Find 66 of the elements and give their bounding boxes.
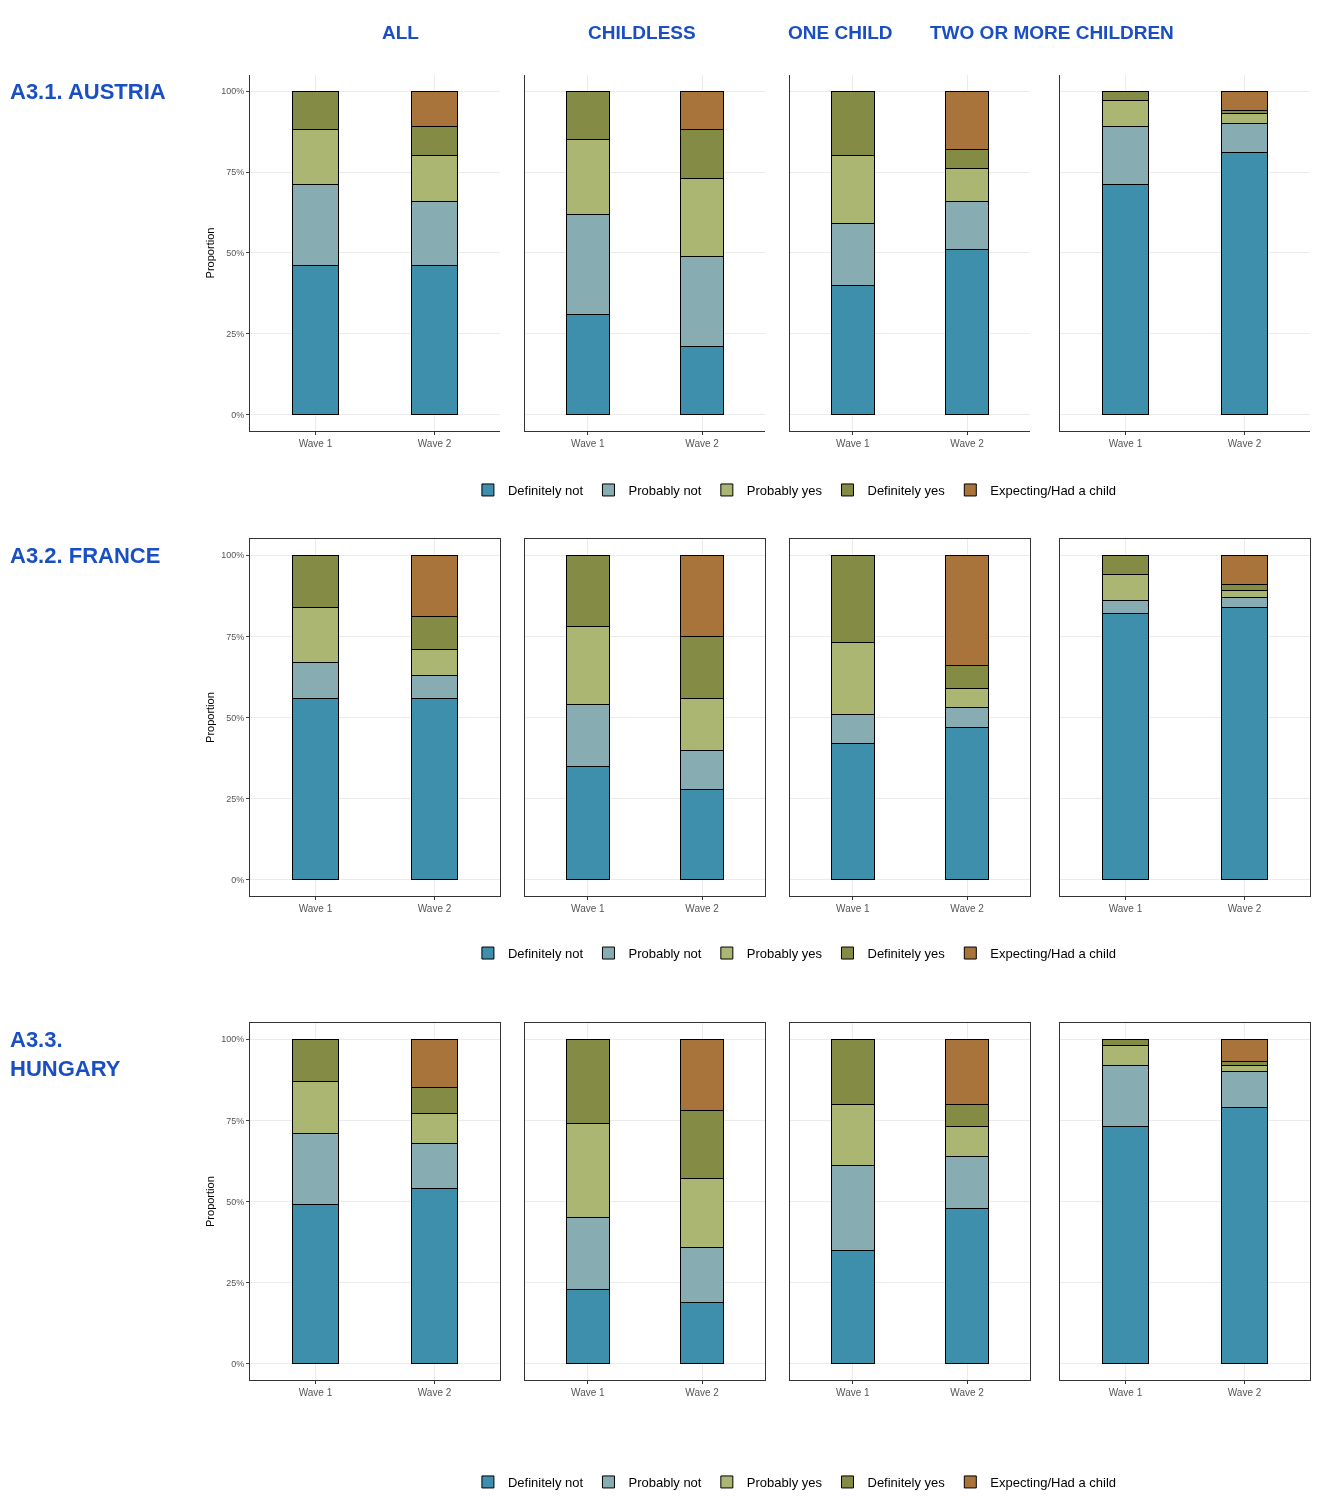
x-tick-label: Wave 1 bbox=[836, 438, 871, 450]
bar bbox=[1221, 90, 1268, 111]
legend-label: Probably not bbox=[628, 483, 702, 499]
x-tick-label: Wave 2 bbox=[685, 438, 720, 450]
y-tick-label: 100% bbox=[221, 550, 245, 561]
legend-label: Expecting/Had a child bbox=[990, 483, 1117, 499]
y-tick-label: 25% bbox=[226, 793, 245, 804]
legend-label: Probably yes bbox=[746, 946, 823, 962]
x-tick-label: Wave 2 bbox=[1227, 438, 1262, 450]
x-tick-label: Wave 2 bbox=[685, 1387, 720, 1399]
legend-label: Definitely not bbox=[507, 1475, 584, 1491]
y-tick-label: 50% bbox=[226, 248, 245, 259]
y-axis-title: Proportion bbox=[203, 1176, 216, 1227]
y-axis-title: Proportion bbox=[203, 227, 216, 279]
x-tick-label: Wave 1 bbox=[298, 438, 333, 450]
x-tick-label: Wave 1 bbox=[1108, 438, 1143, 450]
chart-title: ALL bbox=[382, 22, 420, 43]
y-tick-label: 75% bbox=[226, 167, 245, 178]
text: A3.1. AUSTRIA bbox=[10, 79, 166, 104]
x-tick-label: Wave 2 bbox=[950, 438, 985, 450]
y-tick-label: 25% bbox=[226, 1277, 245, 1288]
legend-label: Definitely yes bbox=[867, 483, 946, 499]
x-tick-label: Wave 2 bbox=[685, 903, 720, 915]
legend-label: Definitely yes bbox=[867, 1475, 946, 1491]
y-tick-label: 0% bbox=[231, 1359, 245, 1370]
legend-label: Expecting/Had a child bbox=[990, 946, 1117, 962]
x-tick-label: Wave 1 bbox=[571, 903, 606, 915]
x-tick-label: Wave 2 bbox=[950, 903, 985, 915]
legend-label: Probably not bbox=[628, 946, 702, 962]
y-tick-label: 25% bbox=[226, 329, 245, 340]
y-tick-label: 100% bbox=[221, 1034, 245, 1045]
y-tick-label: 75% bbox=[226, 631, 245, 642]
y-tick-label: 0% bbox=[231, 875, 245, 886]
y-tick-label: 100% bbox=[221, 86, 245, 97]
text: A3.3. HUNGARY bbox=[10, 1027, 121, 1081]
x-tick-label: Wave 1 bbox=[1108, 903, 1143, 915]
chart-title: TWO OR MORE CHILDREN bbox=[930, 22, 1174, 43]
x-tick-label: Wave 2 bbox=[950, 1387, 985, 1399]
y-tick-label: 0% bbox=[231, 410, 245, 421]
text: A3.2. FRANCE bbox=[10, 543, 161, 568]
legend-label: Probably not bbox=[628, 1475, 702, 1491]
legend-label: Definitely yes bbox=[867, 946, 946, 962]
x-tick-label: Wave 1 bbox=[571, 438, 606, 450]
legend-label: Probably yes bbox=[746, 483, 823, 499]
x-tick-label: Wave 1 bbox=[836, 903, 871, 915]
x-tick-label: Wave 2 bbox=[417, 438, 452, 450]
y-tick-label: 50% bbox=[226, 1196, 245, 1207]
legend-label: Expecting/Had a child bbox=[990, 1475, 1117, 1491]
x-tick-label: Wave 2 bbox=[417, 903, 452, 915]
y-tick-label: 50% bbox=[226, 712, 245, 723]
x-tick-label: Wave 1 bbox=[571, 1387, 606, 1399]
x-tick-label: Wave 2 bbox=[417, 1387, 452, 1399]
x-tick-label: Wave 2 bbox=[1227, 903, 1262, 915]
x-tick-label: Wave 2 bbox=[1227, 1387, 1262, 1399]
x-tick-label: Wave 1 bbox=[836, 1387, 871, 1399]
x-tick-label: Wave 1 bbox=[298, 1387, 333, 1399]
chart-title: ONE CHILD bbox=[788, 22, 893, 43]
legend-label: Definitely not bbox=[507, 946, 584, 962]
x-tick-label: Wave 1 bbox=[1108, 1387, 1143, 1399]
y-tick-label: 75% bbox=[226, 1115, 245, 1126]
legend-label: Definitely not bbox=[507, 483, 584, 499]
x-tick-label: Wave 1 bbox=[298, 903, 333, 915]
y-axis-title: Proportion bbox=[203, 692, 216, 743]
bar bbox=[1221, 1038, 1268, 1063]
chart-title: CHILDLESS bbox=[588, 22, 696, 43]
legend-label: Probably yes bbox=[746, 1475, 823, 1491]
